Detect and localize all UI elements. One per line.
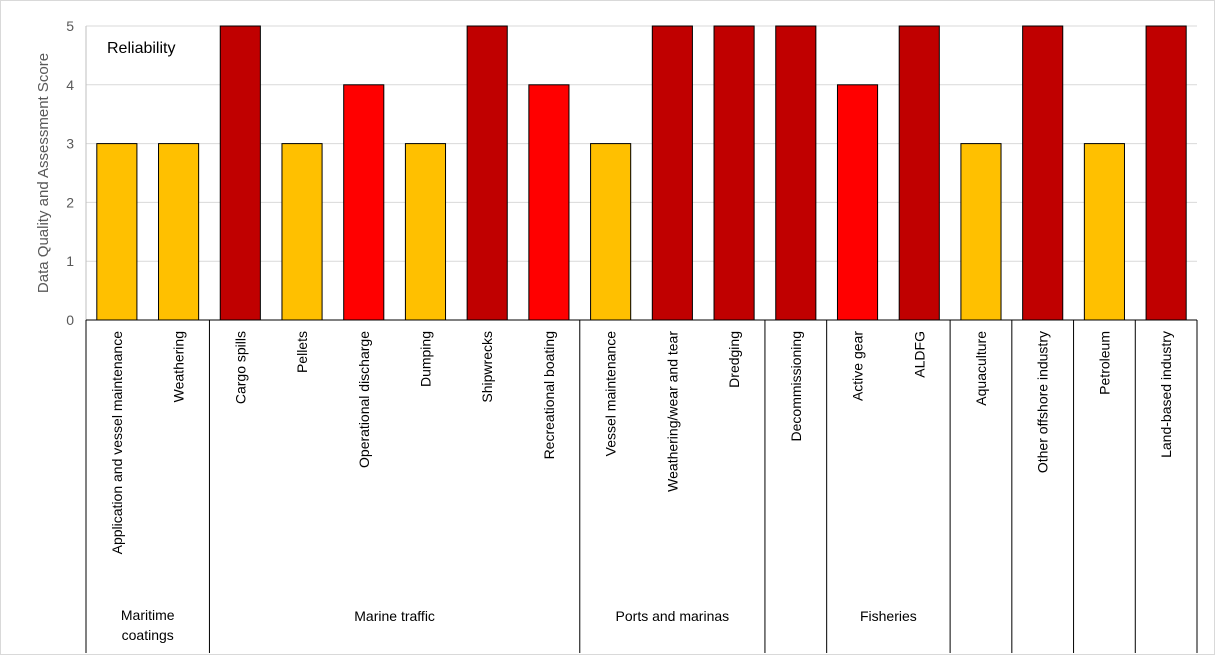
y-tick-label: 4 <box>66 77 74 93</box>
bar <box>960 143 1002 321</box>
category-label: Pellets <box>294 331 310 373</box>
y-tick-label: 5 <box>66 18 74 34</box>
category-label: Shipwrecks <box>479 331 495 403</box>
bar <box>158 143 200 321</box>
axes <box>85 26 1198 653</box>
bar <box>466 25 508 321</box>
bar <box>528 84 570 321</box>
bar <box>836 84 879 321</box>
bar <box>775 25 817 321</box>
category-label: Active gear <box>850 331 866 401</box>
category-label: Dredging <box>726 331 742 388</box>
y-axis-label: Data Quality and Assessment Score <box>35 53 52 293</box>
y-tick-label: 0 <box>66 312 74 328</box>
bar <box>590 143 632 321</box>
group-label: Fisheries <box>860 608 917 624</box>
group-label: Marine traffic <box>354 608 435 624</box>
gridlines <box>86 25 1197 262</box>
category-label: Other offshore industry <box>1035 331 1051 473</box>
category-label: Operational discharge <box>356 331 372 468</box>
category-label: Weathering <box>171 331 187 402</box>
group-label: Maritime coatings <box>121 607 175 643</box>
category-labels: Application and vessel maintenance Weathe… <box>109 331 1174 555</box>
category-label: Aquaculture <box>973 331 989 406</box>
bar <box>343 84 385 321</box>
bars <box>96 25 1187 321</box>
category-label: Recreational boating <box>541 331 557 459</box>
bar <box>898 25 940 321</box>
category-label: Vessel maintenance <box>603 331 619 457</box>
category-label: Application and vessel maintenance <box>109 331 125 555</box>
y-tick-label: 3 <box>66 136 74 152</box>
bar <box>281 143 323 321</box>
category-label: Decommissioning <box>788 331 804 441</box>
bar <box>651 25 693 321</box>
bar <box>1083 143 1125 321</box>
category-label: Petroleum <box>1096 331 1112 395</box>
category-label: Cargo spills <box>232 331 248 404</box>
bar <box>96 143 138 321</box>
bar <box>713 25 755 321</box>
category-label: Weathering/wear and tear <box>664 331 680 492</box>
group-labels: Maritime coatings Marine traffic Ports and … <box>121 607 917 643</box>
category-label: ALDFG <box>911 331 927 378</box>
y-tick-label: 2 <box>66 194 74 210</box>
category-label: Dumping <box>417 331 433 387</box>
bar <box>1022 25 1064 321</box>
bar <box>219 25 261 321</box>
bar <box>404 143 447 321</box>
chart-annotation: Reliability <box>107 40 175 57</box>
bar <box>1145 25 1187 321</box>
category-label: Land-based industry <box>1158 331 1174 458</box>
y-tick-label: 1 <box>66 253 74 269</box>
group-label: Ports and marinas <box>616 608 730 624</box>
y-tick-labels: 0 1 2 3 4 5 <box>66 18 74 328</box>
